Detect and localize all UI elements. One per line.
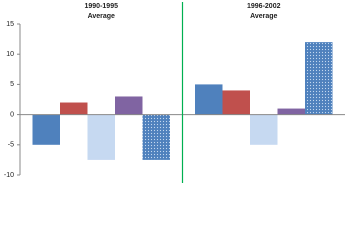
bar [222,90,250,115]
bar [60,102,88,115]
bar [142,114,170,160]
bar [250,114,278,145]
group-label: 1990-1995 [85,3,119,10]
y-tick-label: 10 [6,51,14,58]
group-label: 1996-2002 [247,3,281,10]
y-tick-label: -5 [8,142,14,149]
group-label-note: Average [250,13,277,20]
bar [115,96,143,115]
bar [87,114,115,160]
chart: -10 -5 0 5 10 15 1990-1995 Average 1996-2002 Aver… [4,2,345,183]
bar [195,84,223,115]
y-tick-label: -10 [4,172,14,179]
y-tick-label: 0 [10,111,14,118]
bar [32,114,60,145]
bar [277,108,305,115]
bar [305,42,333,115]
group-label-note: Average [88,13,115,20]
y-tick-label: 5 [10,81,14,88]
y-tick-label: 15 [6,21,14,28]
